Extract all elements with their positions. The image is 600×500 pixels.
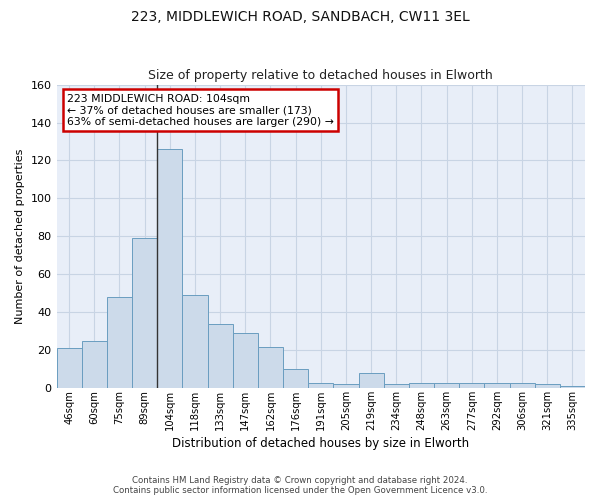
Bar bbox=[560, 386, 585, 388]
Bar bbox=[308, 382, 334, 388]
Bar bbox=[56, 348, 82, 389]
Bar bbox=[107, 297, 132, 388]
Title: Size of property relative to detached houses in Elworth: Size of property relative to detached ho… bbox=[148, 69, 493, 82]
Text: Contains HM Land Registry data © Crown copyright and database right 2024.
Contai: Contains HM Land Registry data © Crown c… bbox=[113, 476, 487, 495]
Bar bbox=[409, 382, 434, 388]
Bar bbox=[535, 384, 560, 388]
Bar bbox=[334, 384, 359, 388]
Bar bbox=[383, 384, 409, 388]
Bar bbox=[182, 296, 208, 388]
Bar bbox=[132, 238, 157, 388]
X-axis label: Distribution of detached houses by size in Elworth: Distribution of detached houses by size … bbox=[172, 437, 469, 450]
Y-axis label: Number of detached properties: Number of detached properties bbox=[15, 148, 25, 324]
Bar bbox=[208, 324, 233, 388]
Bar bbox=[484, 382, 509, 388]
Bar bbox=[459, 382, 484, 388]
Bar bbox=[82, 341, 107, 388]
Bar bbox=[283, 370, 308, 388]
Bar bbox=[359, 373, 383, 388]
Bar bbox=[233, 333, 258, 388]
Text: 223 MIDDLEWICH ROAD: 104sqm
← 37% of detached houses are smaller (173)
63% of se: 223 MIDDLEWICH ROAD: 104sqm ← 37% of det… bbox=[67, 94, 334, 127]
Bar bbox=[509, 382, 535, 388]
Bar bbox=[258, 346, 283, 389]
Text: 223, MIDDLEWICH ROAD, SANDBACH, CW11 3EL: 223, MIDDLEWICH ROAD, SANDBACH, CW11 3EL bbox=[131, 10, 469, 24]
Bar bbox=[434, 382, 459, 388]
Bar bbox=[157, 149, 182, 388]
